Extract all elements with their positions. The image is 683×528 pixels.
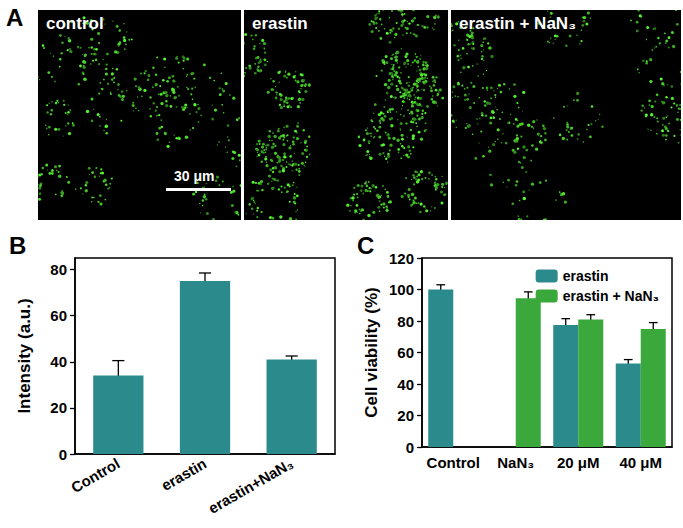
- svg-text:NaN₃: NaN₃: [497, 454, 534, 471]
- svg-text:erastin+NaN₃: erastin+NaN₃: [205, 455, 296, 517]
- svg-text:60: 60: [397, 344, 414, 361]
- svg-text:erastin + NaN₃: erastin + NaN₃: [563, 288, 659, 304]
- svg-text:40 μM: 40 μM: [619, 454, 662, 471]
- svg-text:Control: Control: [427, 454, 480, 471]
- svg-text:20: 20: [50, 399, 67, 416]
- svg-text:120: 120: [389, 250, 414, 267]
- svg-text:80: 80: [50, 261, 67, 278]
- html-text:erastin: erastin: [252, 14, 308, 33]
- html-text:A: A: [6, 4, 24, 31]
- svg-text:0: 0: [406, 439, 414, 456]
- svg-text:Intensity (a.u.): Intensity (a.u.): [15, 298, 34, 413]
- svg-text:40: 40: [50, 353, 67, 370]
- svg-text:40: 40: [397, 376, 414, 393]
- svg-text:C: C: [357, 232, 374, 259]
- svg-text:60: 60: [50, 307, 67, 324]
- svg-text:Control: Control: [68, 455, 123, 496]
- svg-text:erastin: erastin: [158, 455, 209, 494]
- html-text:control: control: [46, 14, 104, 33]
- svg-text:B: B: [9, 232, 26, 259]
- svg-text:20 μM: 20 μM: [557, 454, 600, 471]
- svg-text:Cell viability (%): Cell viability (%): [362, 287, 381, 417]
- svg-text:100: 100: [389, 281, 414, 298]
- svg-text:erastin: erastin: [563, 268, 609, 284]
- html-text:30 μm: 30 μm: [174, 168, 215, 184]
- svg-text:80: 80: [397, 313, 414, 330]
- svg-text:0: 0: [59, 446, 67, 463]
- html-text:erastin + NaN₃: erastin + NaN₃: [459, 14, 576, 33]
- svg-text:20: 20: [397, 407, 414, 424]
